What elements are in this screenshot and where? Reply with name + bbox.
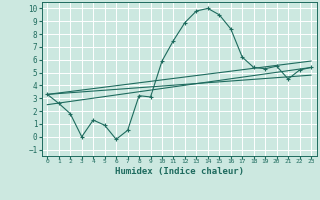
- X-axis label: Humidex (Indice chaleur): Humidex (Indice chaleur): [115, 167, 244, 176]
